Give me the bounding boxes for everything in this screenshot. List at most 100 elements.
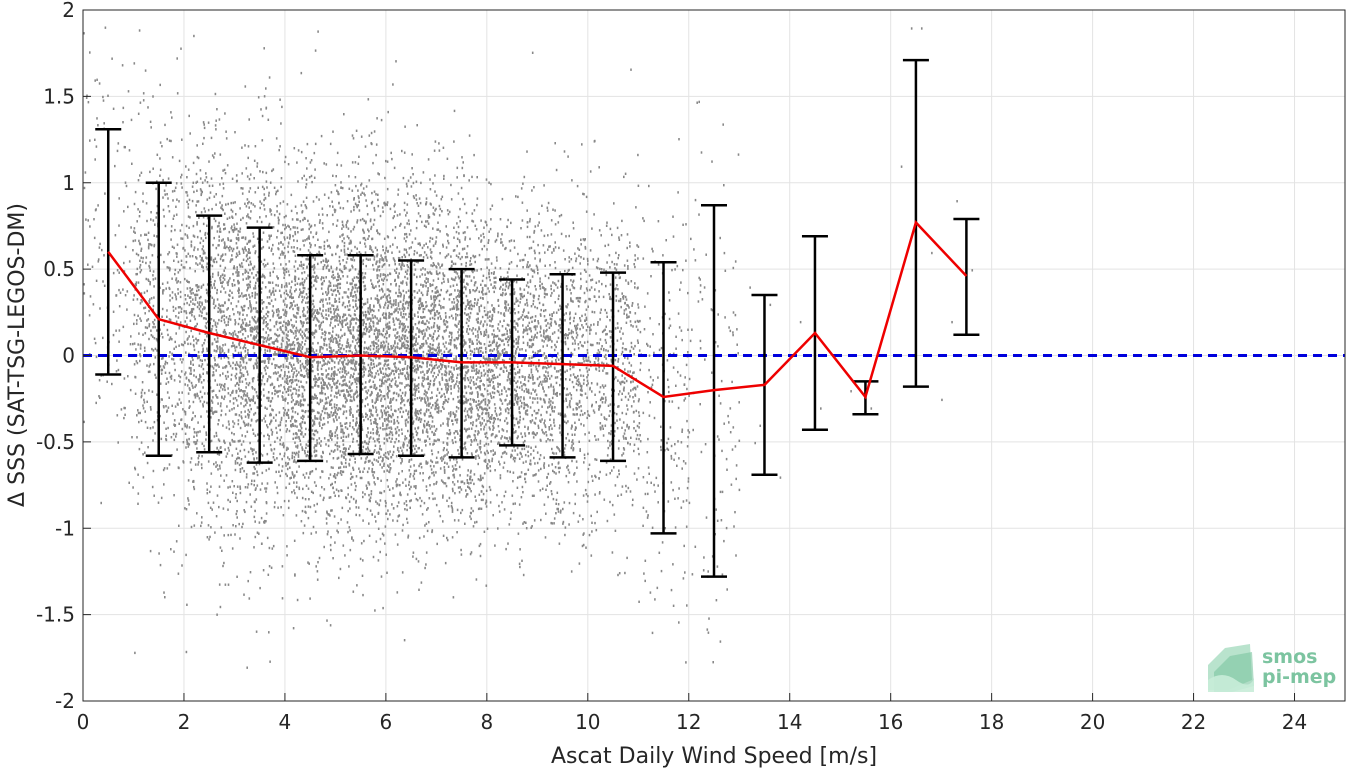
scatter-point [211,184,214,187]
scatter-point [235,174,238,177]
scatter-point [337,531,339,534]
scatter-point [325,309,327,312]
scatter-point [199,255,201,258]
scatter-point [339,286,341,290]
scatter-point [373,255,376,258]
scatter-point [335,386,338,390]
scatter-point [343,393,345,396]
scatter-point [186,236,189,239]
scatter-point [298,385,301,389]
scatter-point [370,227,372,231]
scatter-point [228,298,230,302]
scatter-point [258,532,260,535]
scatter-point [197,339,200,342]
scatter-point [229,277,231,280]
scatter-point [274,366,277,369]
scatter-point [261,114,264,118]
scatter-point [284,303,286,306]
scatter-point [299,360,302,363]
scatter-point [287,334,289,337]
scatter-point [256,484,259,487]
scatter-point [249,493,251,496]
scatter-point [382,312,385,315]
scatter-point [186,440,188,444]
scatter-point [200,521,203,524]
scatter-point [367,347,369,351]
scatter-point [131,162,133,165]
scatter-point [357,377,359,380]
scatter-point [233,223,235,226]
scatter-point [116,359,118,362]
scatter-point [233,407,235,410]
scatter-point [330,377,332,380]
scatter-point [206,488,209,491]
scatter-point [223,439,225,442]
scatter-point [220,281,222,284]
scatter-point [156,204,159,208]
scatter-point [326,260,328,264]
scatter-point [219,349,221,352]
scatter-point [303,524,306,527]
scatter-point [268,546,271,550]
scatter-point [302,286,305,290]
scatter-point [346,281,348,284]
scatter-point [336,441,338,444]
scatter-point [93,236,96,240]
scatter-point [290,407,293,410]
scatter-point [368,317,371,320]
scatter-point [281,465,284,468]
scatter-point [324,362,326,365]
scatter-point [286,554,288,557]
scatter-point [148,325,150,328]
scatter-point [240,305,243,309]
scatter-point [347,371,350,374]
scatter-point [271,362,273,366]
scatter-point [93,337,96,340]
scatter-point [190,525,193,529]
scatter-point [280,506,282,509]
scatter-point [349,445,351,448]
scatter-point [225,455,228,458]
scatter-point [205,300,207,303]
scatter-point [358,286,360,289]
scatter-point [259,586,261,590]
scatter-point [302,267,305,270]
scatter-point [287,224,289,228]
scatter-point [307,295,309,299]
scatter-point [351,389,353,392]
scatter-point [149,269,151,272]
scatter-point [185,351,187,354]
scatter-point [339,367,342,370]
scatter-point [363,539,365,543]
scatter-point [234,413,237,416]
scatter-point [187,206,190,209]
scatter-point [330,359,333,362]
scatter-point [231,249,234,253]
scatter-point [354,366,357,369]
scatter-point [273,325,276,328]
scatter-point [134,239,137,242]
scatter-point [383,437,386,440]
scatter-point [167,177,170,180]
scatter-point [363,288,366,291]
scatter-point [269,271,271,275]
scatter-point [349,548,352,552]
scatter-point [272,311,275,314]
scatter-point [237,331,240,334]
scatter-point [148,300,150,303]
scatter-point [349,413,351,416]
scatter-point [287,376,289,379]
scatter-point [193,487,196,491]
scatter-point [237,233,239,236]
scatter-point [362,323,364,327]
scatter-point [101,248,103,252]
scatter-point [326,619,328,622]
scatter-point [260,336,263,339]
scatter-point [261,379,263,382]
scatter-point [299,443,302,446]
scatter-point [279,474,282,478]
scatter-point [285,345,287,349]
scatter-point [292,423,294,426]
scatter-point [352,466,354,470]
scatter-point [296,247,299,250]
